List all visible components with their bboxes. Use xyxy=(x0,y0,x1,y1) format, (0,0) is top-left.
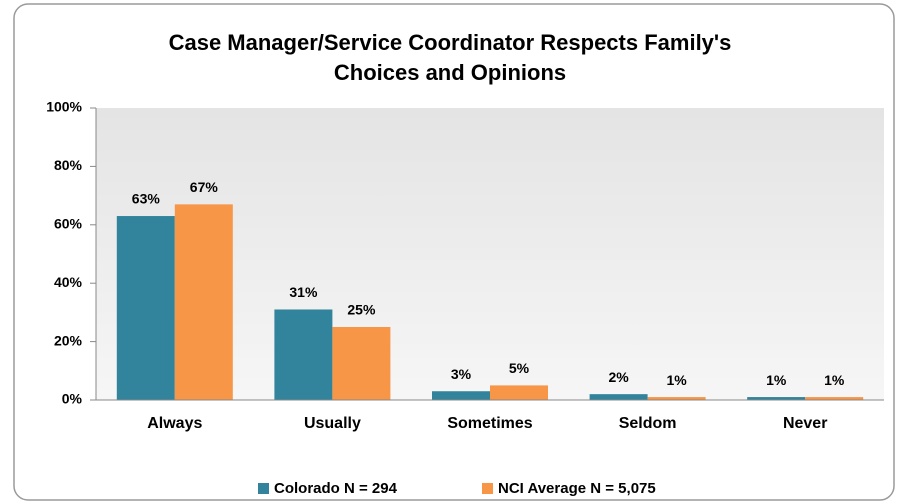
bar xyxy=(174,204,233,400)
x-tick-label: Never xyxy=(783,415,827,432)
x-tick-label: Usually xyxy=(304,415,361,432)
x-tick-label: Sometimes xyxy=(447,415,532,432)
data-label: 1% xyxy=(666,372,687,388)
bar xyxy=(747,397,806,400)
y-tick-label: 80% xyxy=(54,157,83,173)
data-label: 67% xyxy=(190,179,219,195)
data-label: 2% xyxy=(608,369,629,385)
legend-swatch xyxy=(482,483,493,494)
x-tick-label: Seldom xyxy=(619,415,677,432)
bar xyxy=(490,385,548,400)
y-tick-label: 40% xyxy=(54,274,83,290)
bar xyxy=(647,397,706,400)
data-label: 1% xyxy=(766,372,787,388)
legend-swatch xyxy=(258,483,269,494)
bar xyxy=(432,391,490,400)
bar xyxy=(116,216,175,400)
data-label: 5% xyxy=(509,360,530,376)
y-tick-label: 60% xyxy=(54,216,83,232)
y-tick-label: 20% xyxy=(54,332,83,348)
y-tick-label: 100% xyxy=(46,99,82,115)
legend-label: NCI Average N = 5,075 xyxy=(498,480,656,497)
data-label: 1% xyxy=(824,372,845,388)
bar xyxy=(332,327,391,400)
bar xyxy=(274,309,333,400)
bar xyxy=(589,394,648,400)
chart-title: Case Manager/Service Coordinator Respect… xyxy=(168,30,732,85)
y-tick-label: 0% xyxy=(62,391,83,407)
data-label: 25% xyxy=(347,302,376,318)
bar xyxy=(805,397,864,400)
legend-label: Colorado N = 294 xyxy=(274,480,398,497)
data-label: 31% xyxy=(289,284,318,300)
data-label: 3% xyxy=(451,366,472,382)
x-tick-label: Always xyxy=(147,415,202,432)
data-label: 63% xyxy=(132,191,161,207)
